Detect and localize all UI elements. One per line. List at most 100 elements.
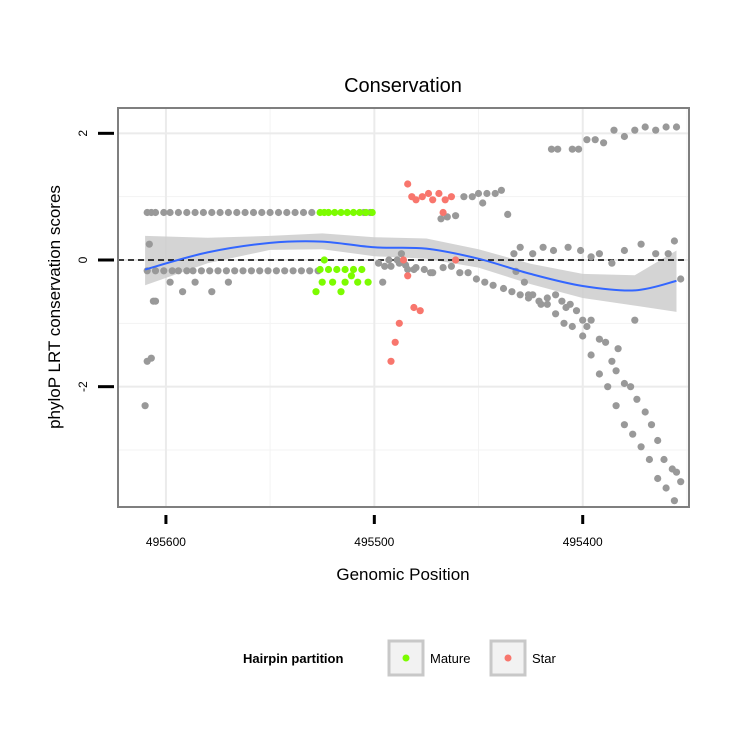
- series-star: [387, 180, 460, 365]
- point-other: [231, 267, 239, 275]
- point-other: [481, 278, 489, 286]
- point-star: [399, 256, 408, 264]
- point-star: [395, 319, 403, 327]
- point-other: [608, 357, 616, 365]
- point-other: [591, 136, 599, 144]
- y-tick-label: 2: [76, 130, 90, 137]
- point-star: [416, 307, 424, 315]
- point-other: [489, 281, 497, 289]
- point-other: [168, 267, 176, 275]
- point-mature: [341, 278, 349, 286]
- point-other: [410, 265, 418, 274]
- point-other: [222, 267, 230, 275]
- point-other: [151, 297, 160, 305]
- y-axis-title: phyloP LRT conservation scores: [45, 185, 64, 429]
- smooth-confidence-ribbon: [145, 233, 677, 312]
- point-other: [672, 468, 681, 476]
- point-other: [664, 250, 672, 258]
- y-tick-label: 0: [76, 256, 90, 263]
- point-other: [289, 267, 297, 275]
- point-other: [637, 240, 645, 248]
- point-other: [224, 278, 232, 286]
- x-tick-label: 495600: [146, 535, 186, 549]
- point-other: [281, 267, 289, 275]
- point-other: [595, 250, 604, 258]
- point-other: [670, 237, 679, 245]
- point-other: [447, 262, 455, 270]
- point-mature: [364, 278, 372, 286]
- point-other: [385, 256, 393, 264]
- point-star: [429, 196, 437, 204]
- point-other: [610, 126, 618, 134]
- plot-panel: [118, 108, 689, 507]
- point-other: [420, 265, 428, 274]
- point-other: [166, 208, 174, 217]
- point-other: [191, 278, 199, 286]
- point-other: [460, 193, 468, 201]
- point-other: [387, 262, 395, 270]
- legend-swatch-star: [504, 654, 512, 662]
- point-other: [637, 443, 645, 451]
- plot-border: [117, 107, 690, 508]
- point-other: [241, 208, 249, 217]
- point-star: [441, 196, 449, 204]
- point-other: [379, 278, 387, 286]
- point-other: [600, 139, 608, 147]
- point-other: [608, 259, 616, 267]
- point-other: [575, 145, 583, 153]
- point-other: [504, 210, 512, 218]
- point-other: [612, 367, 620, 375]
- point-mature: [331, 208, 339, 217]
- point-mature: [318, 278, 326, 286]
- point-mature: [362, 208, 370, 217]
- point-other: [160, 208, 168, 217]
- point-other: [160, 267, 168, 275]
- point-other: [297, 267, 305, 275]
- legend-entry-star: Star: [489, 639, 557, 677]
- point-other: [247, 267, 255, 275]
- point-other: [179, 288, 187, 296]
- point-mature: [337, 208, 345, 217]
- point-other: [291, 208, 299, 217]
- point-other: [299, 208, 308, 217]
- point-other: [604, 383, 612, 391]
- point-other: [529, 250, 537, 258]
- point-other: [577, 246, 585, 255]
- point-other: [306, 267, 314, 275]
- point-other: [141, 402, 149, 410]
- point-other: [524, 294, 533, 302]
- point-other: [620, 132, 629, 141]
- point-other: [564, 243, 572, 251]
- point-other: [568, 145, 576, 153]
- point-other: [662, 123, 670, 131]
- point-mature: [358, 265, 366, 274]
- point-other: [631, 126, 639, 134]
- point-mature: [312, 288, 320, 296]
- point-star: [447, 193, 455, 201]
- point-other: [197, 267, 205, 275]
- point-other: [474, 189, 483, 198]
- point-other: [554, 145, 562, 153]
- point-other: [174, 267, 182, 275]
- point-other: [677, 275, 685, 283]
- x-axis-title: Genomic Position: [336, 565, 469, 584]
- point-other: [508, 288, 516, 296]
- point-mature: [320, 256, 328, 264]
- point-other: [543, 300, 551, 308]
- legend-entry-mature: Mature: [387, 639, 470, 677]
- point-other: [437, 215, 445, 223]
- chart-title: Conservation: [344, 75, 462, 97]
- point-star: [391, 338, 399, 346]
- point-other: [583, 136, 591, 144]
- point-other: [654, 436, 662, 445]
- series-mature: [312, 208, 376, 296]
- point-other: [602, 338, 610, 346]
- point-other: [520, 278, 529, 286]
- point-other: [439, 264, 447, 272]
- point-other: [587, 351, 595, 359]
- point-other: [216, 208, 224, 217]
- y-tick-label: -2: [76, 381, 90, 392]
- point-other: [224, 208, 232, 217]
- point-other: [468, 193, 476, 201]
